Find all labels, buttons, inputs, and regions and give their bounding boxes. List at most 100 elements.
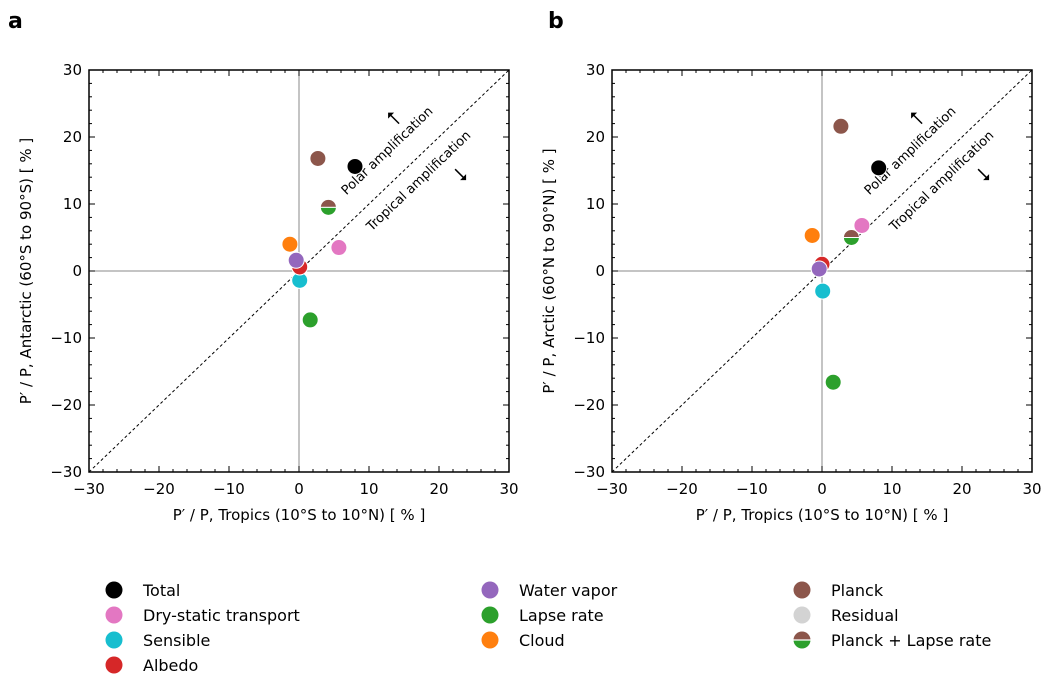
point-planck [832, 117, 850, 135]
arrow-up-left-head [911, 112, 918, 119]
point-cloud [803, 226, 821, 244]
y-tick-label: 20 [63, 128, 82, 146]
panel-b: b −30 −20 −10 0 10 20 30 −30 −20 −10 0 10 20 30 P′ / P,… [540, 9, 1042, 524]
one-to-one-line [611, 69, 1033, 473]
x-tick-label: 0 [294, 480, 304, 498]
point-sensible [814, 282, 832, 300]
legend-marker [105, 581, 123, 599]
y-tick-label: −20 [573, 396, 605, 414]
x-tick-label: −10 [736, 480, 768, 498]
legend-residual: Residual [793, 606, 899, 625]
legend-label: Cloud [519, 631, 565, 650]
legend-water-vapor: Water vapor [481, 581, 618, 600]
x-axis-label: P′ / P, Tropics (10°S to 10°N) [ % ] [696, 506, 949, 524]
legend-marker-bottom [793, 640, 811, 649]
y-tick-label: 0 [72, 262, 82, 280]
one-to-one-line [88, 69, 510, 473]
legend: Total Dry-static transport Sensible Albedo W… [105, 581, 991, 675]
annotation-tropical: Tropical amplification [886, 128, 997, 235]
legend-sensible: Sensible [105, 631, 210, 650]
panel-letter: b [548, 9, 564, 34]
x-tick-label: −30 [73, 480, 105, 498]
point-half-planck [319, 198, 337, 208]
data-points [281, 149, 364, 329]
point-lapse-rate [824, 373, 842, 391]
legend-planck-lapse-rate: Planck + Lapse rate [793, 631, 991, 650]
arrow-up-left-icon [389, 114, 400, 125]
legend-marker [793, 606, 811, 624]
point-total [870, 159, 888, 177]
y-tick-label: 10 [63, 195, 82, 213]
legend-marker [105, 656, 123, 674]
y-tick-label: 30 [63, 61, 82, 79]
legend-albedo: Albedo [105, 656, 198, 675]
legend-marker [481, 606, 499, 624]
point-water-vapor [287, 251, 305, 269]
legend-planck: Planck [793, 581, 884, 600]
x-tick-label: −10 [213, 480, 245, 498]
x-tick-label: −20 [143, 480, 175, 498]
legend-label: Planck [831, 581, 884, 600]
legend-label: Dry-static transport [143, 606, 300, 625]
plot-frame [88, 69, 510, 473]
point-half-lapse-rate [842, 237, 860, 246]
point-cloud [281, 235, 299, 253]
arrow-down-right-icon [977, 168, 988, 179]
legend-cloud: Cloud [481, 631, 565, 650]
x-axis-label: P′ / P, Tropics (10°S to 10°N) [ % ] [173, 506, 426, 524]
point-dry-static-transport [853, 216, 871, 234]
legend-label: Residual [831, 606, 899, 625]
legend-label: Total [142, 581, 180, 600]
legend-label: Lapse rate [519, 606, 604, 625]
panel-a: a −30 −20 −10 0 10 20 30 −30 −20 −10 0 10 20 30 P′ / P,… [8, 9, 519, 524]
y-tick-label: 10 [586, 195, 605, 213]
panel-letter: a [8, 9, 23, 34]
legend-marker [105, 631, 123, 649]
x-tick-label: 10 [882, 480, 901, 498]
y-tick-label: 30 [586, 61, 605, 79]
point-half-planck [842, 229, 860, 238]
arrow-up-left-head [388, 112, 395, 119]
legend-total: Total [105, 581, 180, 600]
legend-dry-static-transport: Dry-static transport [105, 606, 300, 625]
x-tick-label: 20 [429, 480, 448, 498]
legend-marker [481, 631, 499, 649]
y-tick-label: 20 [586, 128, 605, 146]
x-tick-label: 0 [817, 480, 827, 498]
point-half-lapse-rate [319, 206, 337, 216]
arrow-down-right-head [460, 174, 467, 181]
y-tick-label: −30 [573, 463, 605, 481]
legend-label: Water vapor [519, 581, 618, 600]
y-tick-label: −10 [50, 329, 82, 347]
x-tick-label: −20 [666, 480, 698, 498]
x-tick-label: 30 [1022, 480, 1041, 498]
point-dry-static-transport [330, 239, 348, 257]
y-axis-label: P′ / P, Antarctic (60°S to 90°S) [ % ] [17, 138, 35, 404]
legend-label: Sensible [143, 631, 210, 650]
legend-label: Albedo [143, 656, 198, 675]
legend-marker [481, 581, 499, 599]
x-tick-label: 30 [499, 480, 518, 498]
y-tick-label: −10 [573, 329, 605, 347]
y-tick-label: −30 [50, 463, 82, 481]
arrow-down-right-head [983, 174, 990, 181]
legend-marker [793, 581, 811, 599]
y-tick-label: 0 [595, 262, 605, 280]
point-lapse-rate [301, 311, 319, 329]
legend-marker [105, 606, 123, 624]
y-axis-label: P′ / P, Arctic (60°N to 90°N) [ % ] [540, 148, 558, 393]
annotation-tropical: Tropical amplification [363, 128, 474, 235]
point-total [346, 157, 364, 175]
data-points [803, 117, 888, 391]
x-tick-label: 10 [359, 480, 378, 498]
arrow-down-right-icon [454, 168, 465, 179]
legend-label: Planck + Lapse rate [831, 631, 991, 650]
x-tick-label: 20 [952, 480, 971, 498]
legend-lapse-rate: Lapse rate [481, 606, 604, 625]
plot-frame [611, 69, 1033, 473]
point-planck-lapse-rate [319, 198, 337, 216]
point-planck-lapse-rate [842, 229, 860, 246]
point-water-vapor [810, 260, 828, 278]
y-tick-label: −20 [50, 396, 82, 414]
